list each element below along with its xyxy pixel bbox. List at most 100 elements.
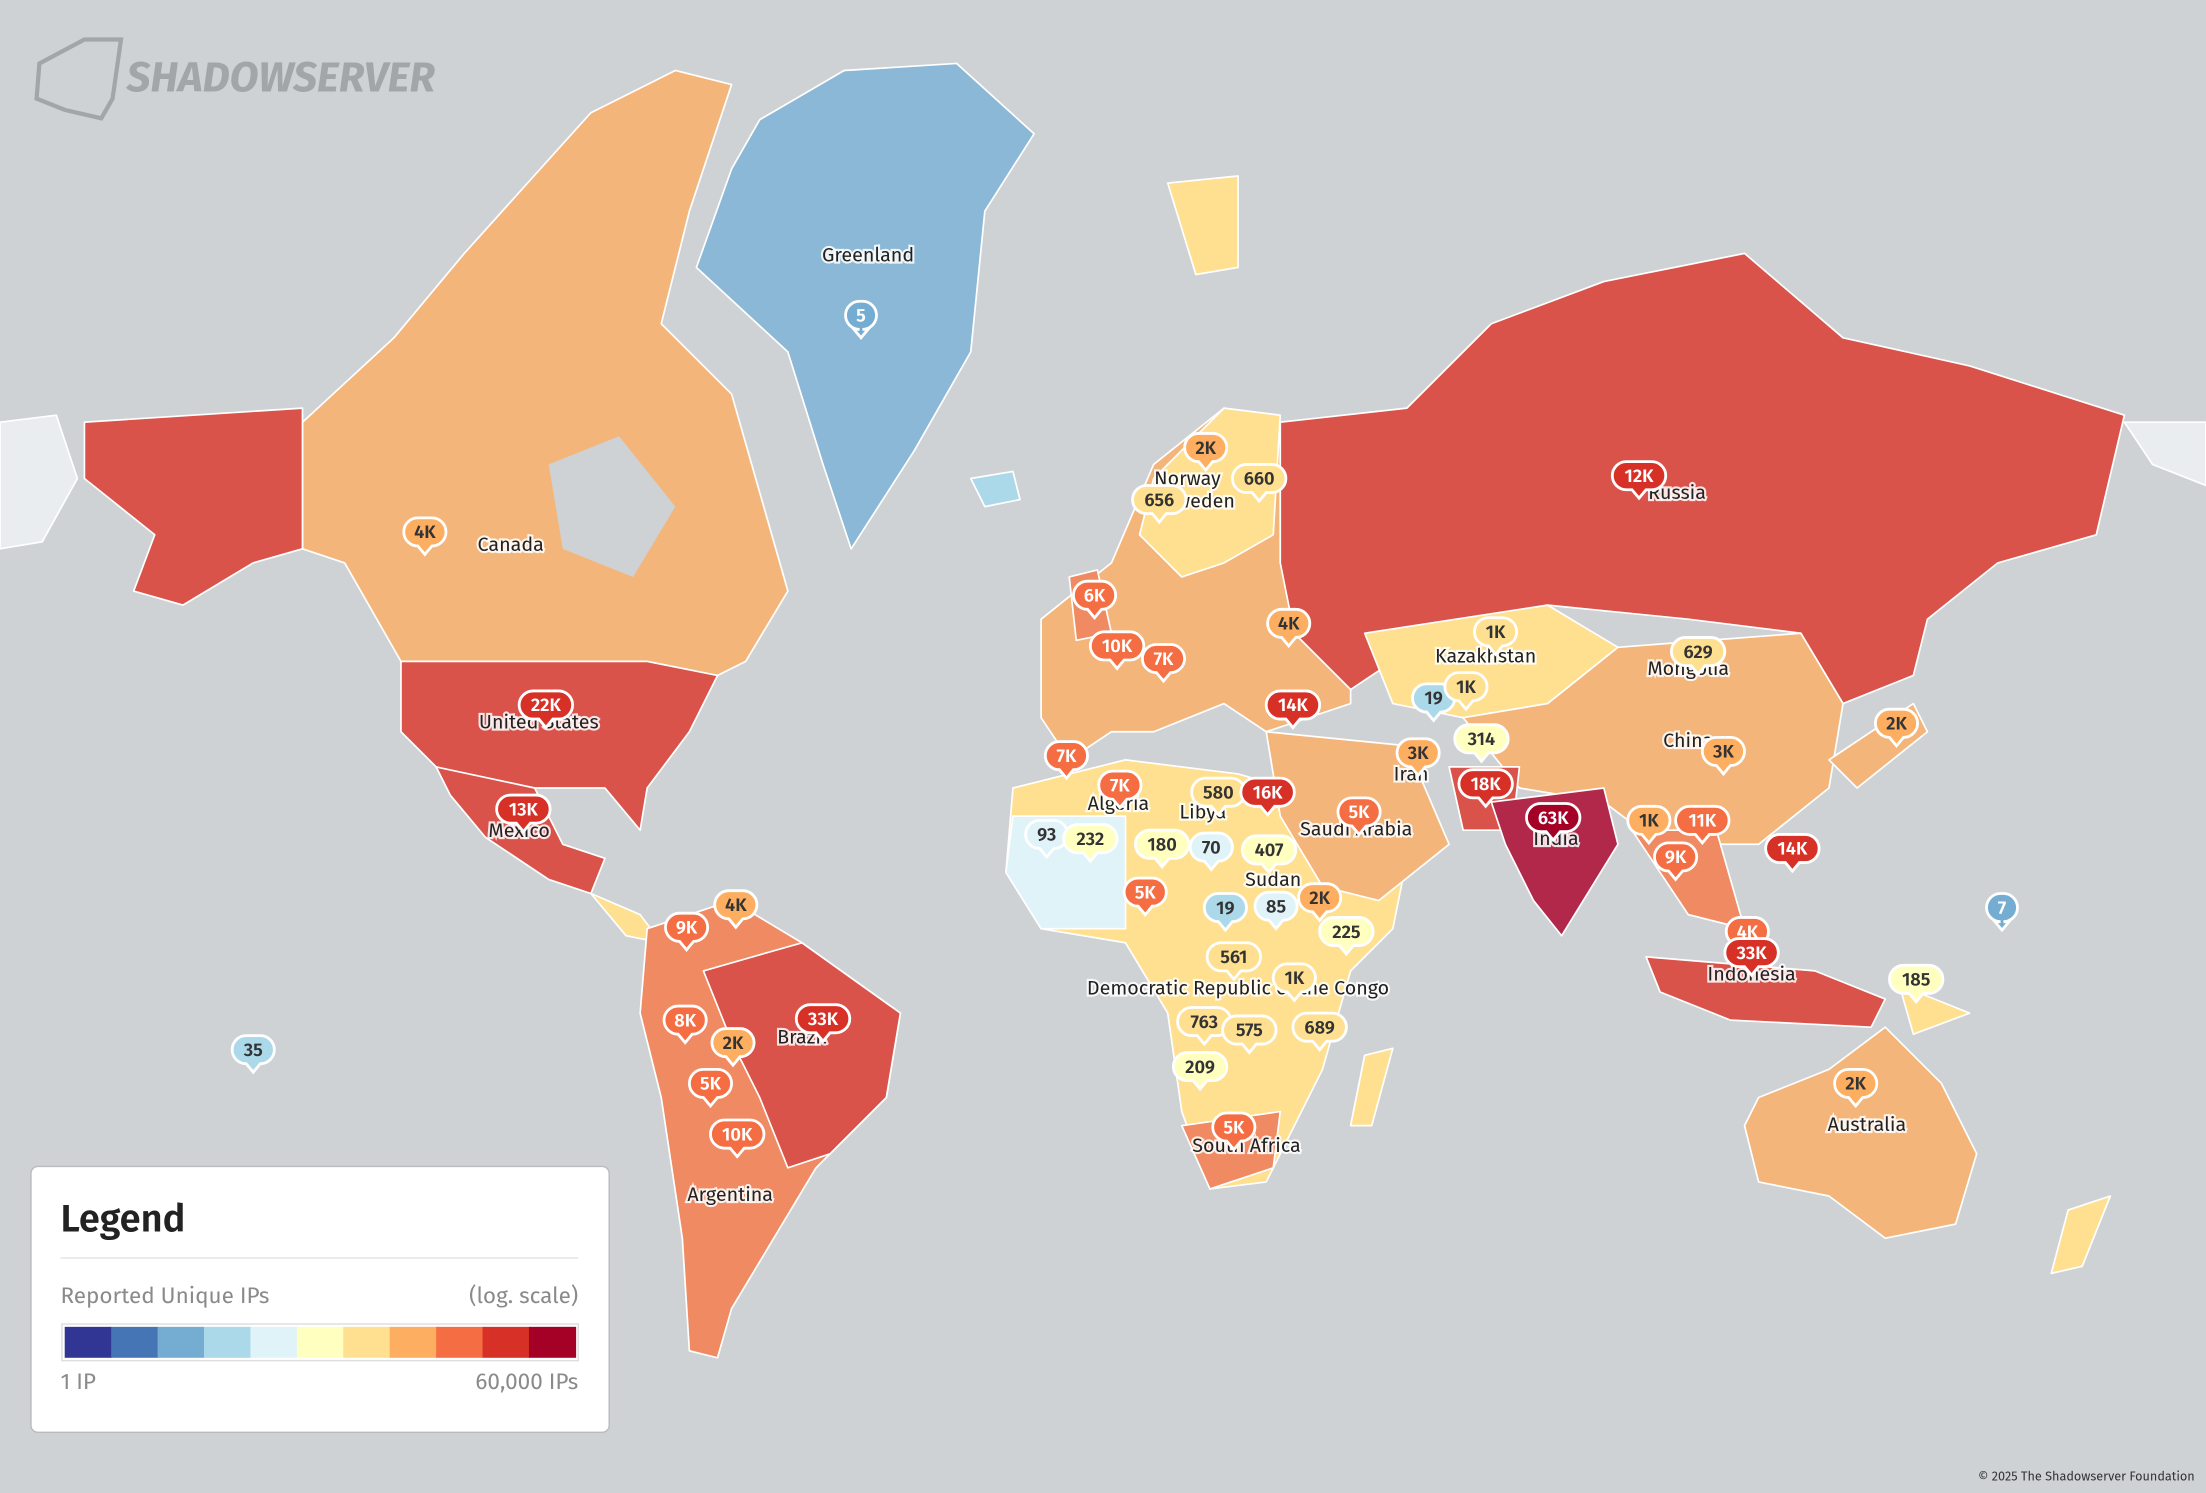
marker-label[interactable]: 2K <box>723 1032 744 1054</box>
marker[interactable]: 1K <box>1473 616 1518 657</box>
marker-pin[interactable] <box>1211 1111 1257 1152</box>
marker[interactable]: 5K <box>1122 876 1168 917</box>
marker[interactable]: 580 <box>1190 776 1247 817</box>
marker-label[interactable]: 575 <box>1236 1019 1263 1041</box>
marker-pin[interactable] <box>1985 892 2019 933</box>
marker[interactable]: 180 <box>1134 828 1191 869</box>
marker-label[interactable]: 93 <box>1037 824 1056 846</box>
marker-pin[interactable] <box>1336 796 1382 837</box>
marker-label[interactable]: 12K <box>1625 465 1655 487</box>
marker-pin[interactable] <box>1097 769 1143 810</box>
marker-pin[interactable] <box>1266 607 1312 649</box>
marker[interactable]: 232 <box>1062 823 1119 864</box>
marker[interactable]: 1K <box>1443 671 1489 712</box>
marker[interactable]: 18K <box>1457 768 1514 809</box>
marker-label[interactable]: 85 <box>1266 895 1286 917</box>
marker[interactable]: 225 <box>1318 916 1375 957</box>
marker[interactable]: 9K <box>1653 841 1699 882</box>
marker-pin[interactable] <box>1188 831 1234 872</box>
marker-pin[interactable] <box>1043 740 1089 781</box>
marker-label[interactable]: 407 <box>1255 839 1284 861</box>
marker-pin[interactable] <box>1457 768 1514 809</box>
marker-label[interactable]: 5K <box>700 1073 722 1095</box>
marker-label[interactable]: 656 <box>1144 489 1174 511</box>
marker[interactable]: 93 <box>1024 818 1070 860</box>
marker[interactable]: 5 <box>844 299 878 340</box>
marker[interactable]: 7K <box>1043 740 1089 781</box>
marker-pin[interactable] <box>1122 876 1168 917</box>
marker-label[interactable]: 3K <box>1713 741 1734 763</box>
marker-pin[interactable] <box>1221 1014 1278 1055</box>
marker-pin[interactable] <box>713 889 759 930</box>
marker-label[interactable]: 13K <box>509 798 539 820</box>
marker[interactable]: 85 <box>1253 890 1299 931</box>
marker[interactable]: 9K <box>664 911 709 952</box>
marker[interactable]: 35 <box>230 1034 276 1075</box>
marker-label[interactable]: 5K <box>1349 801 1371 823</box>
marker[interactable]: 3K <box>1701 735 1746 777</box>
marker-label[interactable]: 70 <box>1202 836 1221 858</box>
marker[interactable]: 660 <box>1231 463 1288 504</box>
marker[interactable]: 4K <box>1266 607 1312 649</box>
marker[interactable]: 4K <box>402 516 448 557</box>
marker[interactable]: 14K <box>1264 689 1321 730</box>
marker[interactable]: 7K <box>1097 769 1143 810</box>
marker[interactable]: 10K <box>1089 630 1146 671</box>
marker-pin[interactable] <box>1239 776 1296 817</box>
marker[interactable]: 5K <box>688 1067 733 1109</box>
marker[interactable]: 575 <box>1221 1014 1278 1055</box>
marker-label[interactable]: 5 <box>856 305 866 327</box>
marker-pin[interactable] <box>1833 1067 1879 1109</box>
marker[interactable]: 19 <box>1202 892 1248 933</box>
marker-label[interactable]: 3K <box>1408 742 1429 764</box>
marker-label[interactable]: 11K <box>1688 810 1716 832</box>
marker-pin[interactable] <box>1874 707 1919 748</box>
marker-pin[interactable] <box>664 911 709 952</box>
marker[interactable]: 12K <box>1610 460 1668 501</box>
marker-pin[interactable] <box>1205 941 1262 982</box>
marker-pin[interactable] <box>230 1034 276 1075</box>
marker-pin[interactable] <box>1141 643 1186 684</box>
marker-pin[interactable] <box>1172 1051 1229 1092</box>
marker-pin[interactable] <box>1318 916 1375 957</box>
marker-label[interactable]: 14K <box>1777 838 1808 860</box>
marker[interactable]: 63K <box>1525 802 1582 843</box>
marker-label[interactable]: 35 <box>244 1039 263 1061</box>
marker-label[interactable]: 580 <box>1203 781 1234 803</box>
marker-pin[interactable] <box>662 1004 708 1045</box>
marker-label[interactable]: 232 <box>1076 828 1104 850</box>
marker[interactable]: 3K <box>1395 737 1441 778</box>
marker[interactable]: 2K <box>1874 707 1919 748</box>
marker[interactable]: 1K <box>1626 804 1672 846</box>
marker-label[interactable]: 1K <box>1456 676 1476 698</box>
marker-label[interactable]: 7K <box>1057 745 1077 767</box>
marker[interactable]: 10K <box>709 1118 766 1159</box>
marker[interactable]: 2K <box>1183 432 1229 473</box>
marker-label[interactable]: 4K <box>725 894 747 916</box>
marker-label[interactable]: 7K <box>1110 774 1130 796</box>
marker-label[interactable]: 314 <box>1468 728 1495 750</box>
marker[interactable]: 407 <box>1240 834 1298 875</box>
marker-pin[interactable] <box>1062 823 1119 864</box>
marker-pin[interactable] <box>1253 890 1299 931</box>
marker-label[interactable]: 1K <box>1486 621 1506 643</box>
marker[interactable]: 70 <box>1188 831 1234 872</box>
marker-label[interactable]: 629 <box>1684 641 1713 663</box>
marker-label[interactable]: 6K <box>1084 585 1106 607</box>
marker[interactable]: 11K <box>1674 804 1731 846</box>
marker-label[interactable]: 1K <box>1284 967 1304 989</box>
marker-label[interactable]: 14K <box>1278 694 1309 716</box>
marker-pin[interactable] <box>1134 828 1191 869</box>
marker-pin[interactable] <box>1240 834 1298 875</box>
marker-pin[interactable] <box>1888 963 1945 1005</box>
marker[interactable]: 2K <box>1833 1067 1879 1109</box>
marker-pin[interactable] <box>1610 460 1668 501</box>
marker-pin[interactable] <box>1473 616 1518 657</box>
marker-pin[interactable] <box>1291 1011 1348 1052</box>
marker-pin[interactable] <box>710 1027 756 1068</box>
marker[interactable]: 33K <box>794 1003 852 1044</box>
marker[interactable]: 1K <box>1271 962 1317 1003</box>
marker-label[interactable]: 22K <box>531 694 562 716</box>
marker-label[interactable]: 2K <box>1886 713 1907 735</box>
marker-label[interactable]: 2K <box>1195 437 1216 459</box>
